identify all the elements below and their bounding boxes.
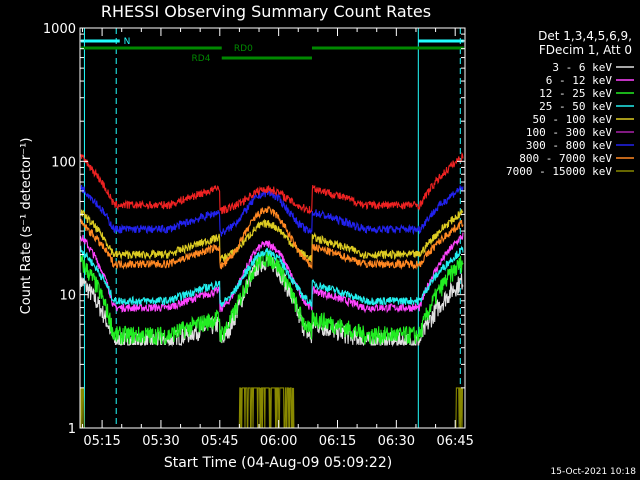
x-tick-label-1: 05:30	[142, 434, 179, 449]
y-tick-label-2: 100	[51, 155, 76, 170]
y-tick-label-1: 10	[59, 289, 76, 304]
legend-label-3: 25 - 50 keV	[539, 100, 612, 113]
legend-label-2: 12 - 25 keV	[539, 87, 612, 100]
legend-header-2: FDecim 1, Att 0	[539, 43, 632, 57]
legend-label-7: 800 - 7000 keV	[519, 152, 612, 165]
legend-header-1: Det 1,3,4,5,6,9,	[538, 29, 632, 43]
timestamp: 15-Oct-2021 10:18	[551, 467, 637, 477]
flag-label-rd4: RD4	[192, 54, 211, 64]
y-tick-label-3: 1000	[43, 22, 76, 37]
flag-label-rd0: RD0	[234, 44, 253, 54]
series-line-6	[79, 184, 464, 237]
x-tick-label-4: 06:15	[319, 434, 356, 449]
flag-label-n: N	[124, 37, 131, 47]
y-axis-label: Count Rate (s⁻¹ detector⁻¹)	[19, 138, 34, 315]
legend-label-8: 7000 - 15000 keV	[506, 165, 612, 178]
plot-area: N RD0 RD4	[79, 28, 464, 429]
axes: 1 10 100 1000 05:15 05:30 05:45 06:00 06:15 06:30…	[43, 22, 474, 449]
legend-label-6: 300 - 800 keV	[526, 139, 612, 152]
x-axis-label: Start Time (04-Aug-09 05:09:22)	[164, 455, 392, 471]
legend-label-4: 50 - 100 keV	[533, 113, 613, 126]
x-tick-label-0: 05:15	[83, 434, 120, 449]
legend: Det 1,3,4,5,6,9, FDecim 1, Att 0 3 - 6 k…	[506, 29, 634, 178]
legend-label-1: 6 - 12 keV	[546, 74, 613, 87]
series-line-3	[79, 245, 464, 308]
series-line-4	[80, 209, 464, 264]
x-tick-label-5: 06:30	[378, 434, 415, 449]
x-tick-label-2: 05:45	[201, 434, 238, 449]
series-line-1	[79, 232, 464, 314]
series-line-7	[79, 205, 464, 271]
x-tick-label-6: 06:45	[436, 434, 473, 449]
series-line-2	[79, 248, 464, 345]
y-tick-label-0: 1	[68, 422, 76, 437]
legend-label-0: 3 - 6 keV	[552, 61, 612, 74]
plot-frame	[79, 27, 466, 429]
series-line-8	[79, 387, 464, 429]
chart-title: RHESSI Observing Summary Count Rates	[101, 2, 431, 21]
legend-label-5: 100 - 300 keV	[526, 126, 612, 139]
series-line-9	[79, 151, 464, 215]
x-tick-label-3: 06:00	[260, 434, 297, 449]
